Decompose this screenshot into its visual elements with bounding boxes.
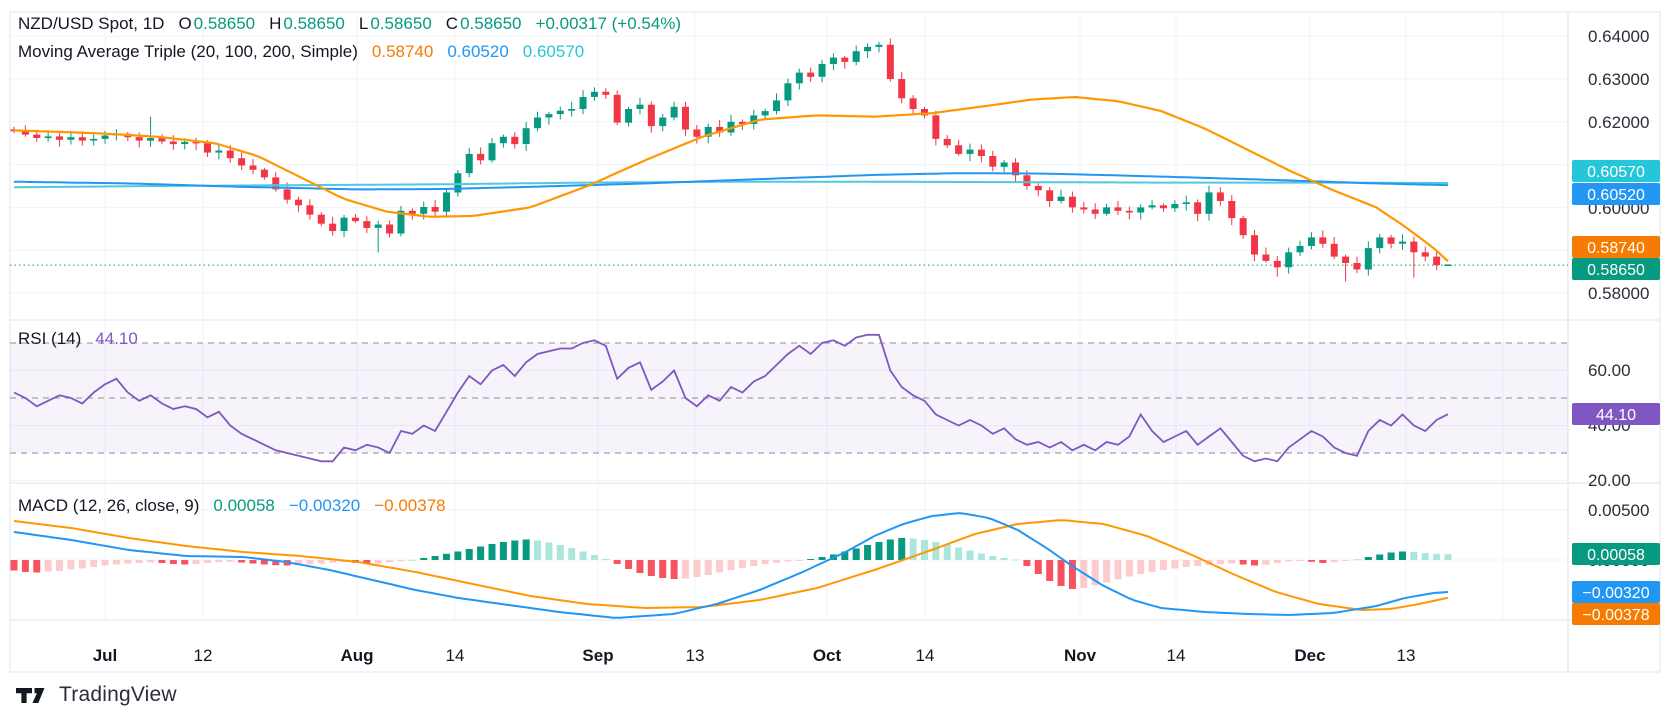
axis-label: 0.62000 bbox=[1588, 113, 1649, 132]
svg-text:0.58740: 0.58740 bbox=[1587, 240, 1645, 257]
ohlc-open: O 0.58650 bbox=[178, 14, 256, 33]
svg-text:0.60570: 0.60570 bbox=[1587, 164, 1645, 181]
time-label: 14 bbox=[1167, 646, 1186, 665]
macd-histogram bbox=[10, 538, 1452, 589]
time-label: 13 bbox=[1397, 646, 1416, 665]
rsi-legend-row[interactable]: RSI (14) 44.10 bbox=[18, 329, 138, 349]
candlesticks bbox=[10, 38, 1452, 282]
rsi-title: RSI (14) bbox=[18, 329, 82, 348]
time-label: Nov bbox=[1064, 646, 1097, 665]
rsi-value: 44.10 bbox=[95, 329, 138, 348]
ma20-line bbox=[13, 95, 1449, 263]
ma100-value: 0.60520 bbox=[447, 42, 509, 61]
ma200-line bbox=[13, 180, 1448, 189]
axis-badge: 0.60570 bbox=[1572, 160, 1660, 182]
time-label: Sep bbox=[582, 646, 613, 665]
svg-text:0.58650: 0.58650 bbox=[1587, 262, 1645, 279]
time-label: 14 bbox=[916, 646, 935, 665]
price-axis[interactable]: 0.640000.630000.620000.600000.590000.580… bbox=[1572, 27, 1660, 625]
svg-text:−0.00378: −0.00378 bbox=[1582, 607, 1649, 624]
ohlc-close: C 0.58650 bbox=[445, 14, 522, 33]
ma100-line bbox=[13, 172, 1449, 191]
svg-text:0.00058: 0.00058 bbox=[1587, 547, 1645, 564]
macd-hist-value: 0.00058 bbox=[213, 496, 275, 515]
price-panel[interactable] bbox=[10, 38, 1568, 282]
macd-panel[interactable] bbox=[10, 512, 1452, 619]
axis-label: 20.00 bbox=[1588, 471, 1631, 490]
tradingview-brand[interactable]: TradingView bbox=[16, 683, 177, 707]
svg-text:−0.00320: −0.00320 bbox=[1582, 585, 1649, 602]
macd-title: MACD (12, 26, close, 9) bbox=[18, 496, 200, 515]
axis-badge: 0.60520 bbox=[1572, 183, 1660, 205]
macd-signal-value: −0.00378 bbox=[374, 496, 446, 515]
ma20-value: 0.58740 bbox=[371, 42, 434, 61]
axis-badge: 44.10 bbox=[1572, 403, 1660, 425]
ohlc-low: L 0.58650 bbox=[358, 14, 432, 33]
axis-badge: 0.58740 bbox=[1572, 236, 1660, 258]
tradingview-brand-text: TradingView bbox=[59, 683, 177, 706]
macd-legend-row[interactable]: MACD (12, 26, close, 9) 0.00058 −0.00320… bbox=[18, 496, 446, 516]
svg-text:44.10: 44.10 bbox=[1596, 407, 1636, 424]
ma-title: Moving Average Triple (20, 100, 200, Sim… bbox=[18, 42, 358, 61]
axis-label: 0.58000 bbox=[1588, 284, 1649, 303]
svg-text:0.60520: 0.60520 bbox=[1587, 187, 1645, 204]
macd-line-value: −0.00320 bbox=[288, 496, 361, 515]
time-label: Aug bbox=[340, 646, 373, 665]
axis-badge: 0.00058 bbox=[1572, 543, 1660, 565]
time-label: 12 bbox=[194, 646, 213, 665]
ma200-value: 0.60570 bbox=[522, 42, 585, 61]
axis-label: 0.00500 bbox=[1588, 501, 1649, 520]
time-label: Oct bbox=[813, 646, 842, 665]
price-change: +0.00317 (+0.54%) bbox=[535, 14, 682, 33]
ma-legend-row[interactable]: Moving Average Triple (20, 100, 200, Sim… bbox=[18, 42, 584, 62]
axis-badge: −0.00378 bbox=[1572, 603, 1660, 625]
macd-main-line bbox=[13, 512, 1449, 619]
macd-signal-line bbox=[13, 519, 1449, 612]
axis-badge: −0.00320 bbox=[1572, 581, 1660, 603]
axis-label: 60.00 bbox=[1588, 361, 1631, 380]
time-label: Dec bbox=[1294, 646, 1325, 665]
tradingview-logo-icon bbox=[16, 687, 45, 703]
time-label: 14 bbox=[446, 646, 465, 665]
axis-label: 0.63000 bbox=[1588, 70, 1649, 89]
rsi-panel[interactable] bbox=[10, 333, 1568, 463]
time-label: Jul bbox=[93, 646, 118, 665]
rsi-line bbox=[13, 333, 1449, 463]
symbol-title: NZD/USD Spot, 1D bbox=[18, 14, 165, 33]
time-axis[interactable]: Jul 12 Aug 14 Sep 13 Oct 14 Nov 14 Dec 13 bbox=[93, 646, 1416, 665]
ohlc-high: H 0.58650 bbox=[269, 14, 345, 33]
time-label: 13 bbox=[686, 646, 705, 665]
axis-badge: 0.58650 bbox=[1572, 258, 1660, 280]
symbol-legend-row[interactable]: NZD/USD Spot, 1D O 0.58650 H 0.58650 L 0.58… bbox=[18, 14, 681, 34]
axis-label: 0.64000 bbox=[1588, 27, 1649, 46]
